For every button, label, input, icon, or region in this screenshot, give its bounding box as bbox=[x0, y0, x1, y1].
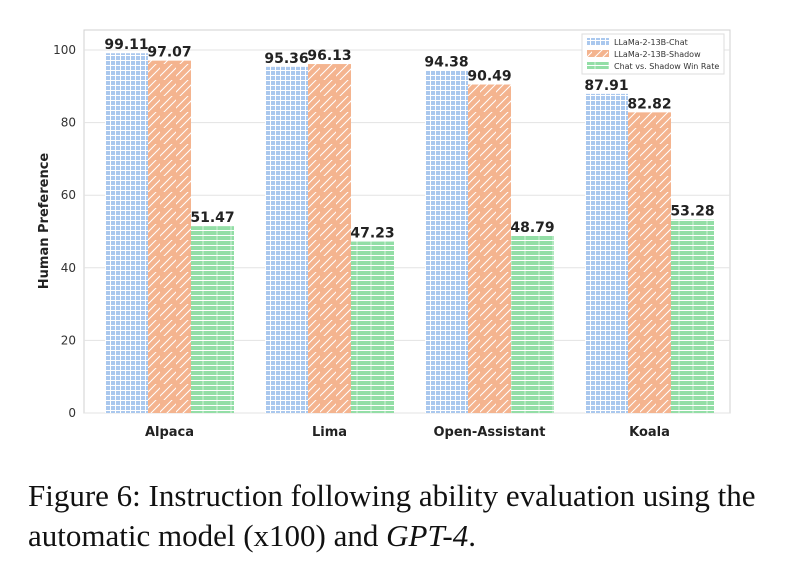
bar-chat bbox=[265, 66, 308, 413]
y-tick-label: 60 bbox=[61, 188, 76, 202]
bars bbox=[105, 53, 714, 414]
value-label: 47.23 bbox=[350, 226, 394, 242]
bar-winrate bbox=[511, 235, 554, 413]
bar-winrate bbox=[191, 226, 234, 413]
x-ticks: Alpaca Lima Open-Assistant Koala bbox=[145, 425, 670, 440]
value-label: 82.82 bbox=[627, 96, 671, 112]
legend-label-winrate: Chat vs. Shadow Win Rate bbox=[614, 62, 719, 71]
value-label: 51.47 bbox=[190, 210, 234, 226]
bar-shadow bbox=[468, 84, 511, 413]
legend: LLaMa-2-13B-Chat LLaMa-2-13B-Shadow Chat… bbox=[581, 33, 725, 75]
x-tick-label: Lima bbox=[312, 425, 347, 440]
y-tick-label: 0 bbox=[68, 406, 76, 420]
bar-chat bbox=[105, 53, 148, 413]
value-label: 95.36 bbox=[264, 51, 308, 67]
value-label: 99.11 bbox=[104, 37, 148, 53]
y-tick-label: 20 bbox=[61, 333, 76, 347]
bar-shadow bbox=[628, 112, 671, 413]
value-label: 90.49 bbox=[467, 69, 511, 85]
legend-swatch-winrate bbox=[587, 62, 609, 69]
value-label: 53.28 bbox=[670, 204, 714, 220]
legend-swatch-shadow bbox=[587, 50, 609, 57]
bar-chat bbox=[425, 70, 468, 413]
x-tick-label: Alpaca bbox=[145, 425, 194, 440]
figure-caption: Figure 6: Instruction following ability … bbox=[28, 476, 788, 556]
y-axis-label: Human Preference bbox=[37, 153, 52, 290]
caption-gpt4: GPT-4 bbox=[386, 518, 469, 553]
value-label: 97.07 bbox=[147, 45, 191, 61]
y-ticks: 0 20 40 60 80 100 bbox=[53, 43, 76, 420]
value-label: 87.91 bbox=[584, 78, 628, 94]
value-label: 48.79 bbox=[510, 220, 554, 236]
bar-winrate bbox=[671, 219, 714, 413]
x-tick-label: Koala bbox=[629, 425, 670, 440]
bar-shadow bbox=[308, 64, 351, 414]
x-tick-label: Open-Assistant bbox=[433, 425, 545, 440]
legend-label-shadow: LLaMa-2-13B-Shadow bbox=[614, 50, 701, 59]
y-tick-label: 80 bbox=[61, 116, 76, 130]
legend-swatch-chat bbox=[587, 38, 609, 45]
bar-chat bbox=[585, 93, 628, 413]
value-label: 94.38 bbox=[424, 54, 468, 70]
legend-label-chat: LLaMa-2-13B-Chat bbox=[614, 38, 688, 47]
bar-winrate bbox=[351, 241, 394, 413]
caption-text: Figure 6: Instruction following ability … bbox=[28, 478, 756, 553]
y-tick-label: 40 bbox=[61, 261, 76, 275]
bar-shadow bbox=[148, 60, 191, 414]
y-tick-label: 100 bbox=[53, 43, 76, 57]
caption-period: . bbox=[468, 518, 476, 553]
value-label: 96.13 bbox=[307, 48, 351, 64]
